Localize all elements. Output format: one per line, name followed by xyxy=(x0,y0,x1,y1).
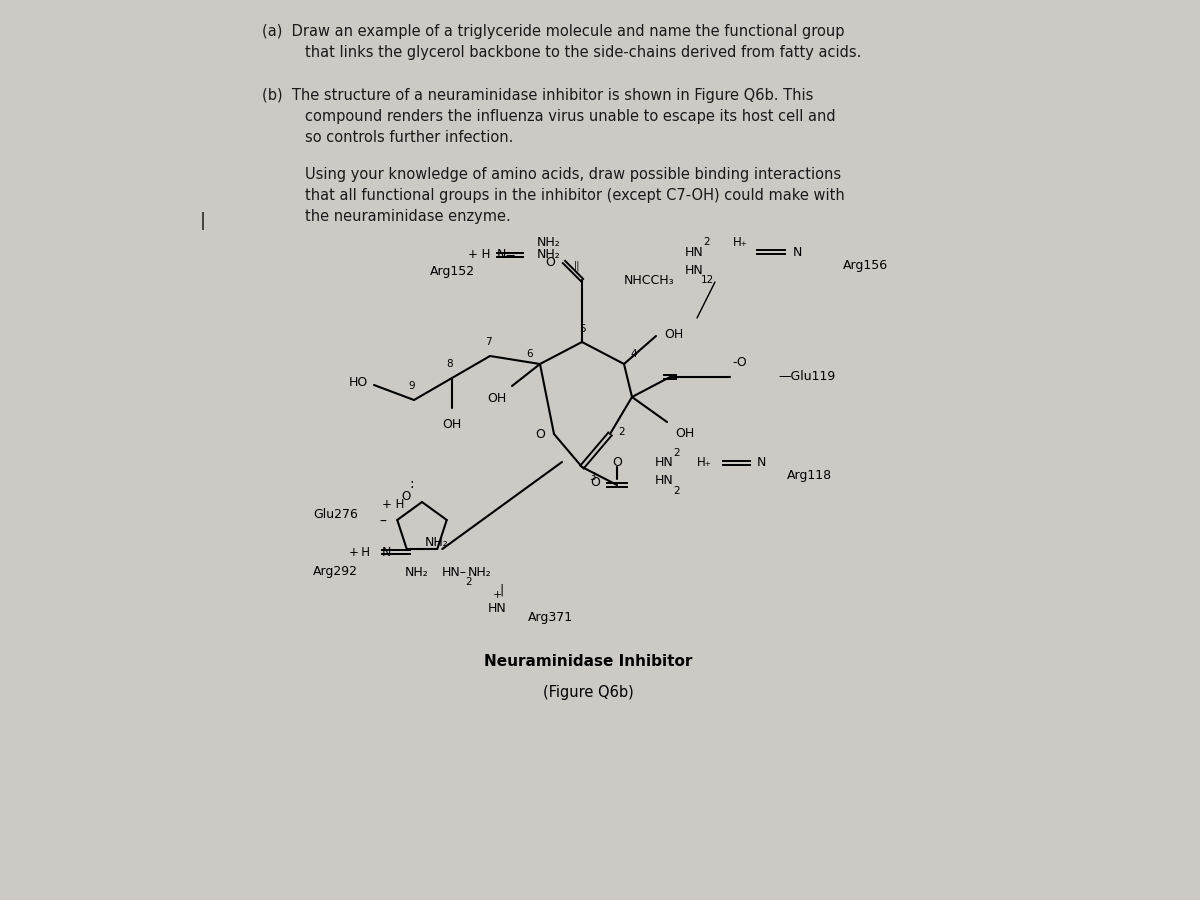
Text: OH: OH xyxy=(664,328,683,340)
Text: 9: 9 xyxy=(409,381,415,391)
Text: HN: HN xyxy=(655,456,673,470)
Text: 3: 3 xyxy=(589,472,595,482)
Text: that links the glycerol backbone to the side-chains derived from fatty acids.: that links the glycerol backbone to the … xyxy=(305,45,862,60)
Text: 8: 8 xyxy=(446,359,454,369)
Text: + H: + H xyxy=(349,545,370,559)
Text: 6: 6 xyxy=(527,349,533,359)
Text: 7: 7 xyxy=(485,337,491,347)
Text: 2: 2 xyxy=(703,237,710,247)
Text: O: O xyxy=(590,476,600,490)
Text: HN: HN xyxy=(685,264,703,276)
Text: 2: 2 xyxy=(619,427,625,437)
Text: N=: N= xyxy=(497,248,517,262)
Text: compound renders the influenza virus unable to escape its host cell and: compound renders the influenza virus una… xyxy=(305,109,835,124)
Text: –: – xyxy=(380,515,386,529)
Text: 2: 2 xyxy=(673,486,680,496)
Text: 2: 2 xyxy=(466,577,472,587)
Text: ||: || xyxy=(574,261,581,271)
Text: Arg118: Arg118 xyxy=(787,469,832,482)
Text: Glu276: Glu276 xyxy=(313,508,358,521)
Text: N=: N= xyxy=(382,545,402,559)
Text: —Glu119: —Glu119 xyxy=(778,370,835,382)
Text: |: | xyxy=(200,212,206,230)
Text: HO: HO xyxy=(349,376,368,390)
Text: NH₂: NH₂ xyxy=(406,565,428,579)
Text: Using your knowledge of amino acids, draw possible binding interactions: Using your knowledge of amino acids, dra… xyxy=(305,167,841,182)
Text: Neuraminidase Inhibitor: Neuraminidase Inhibitor xyxy=(484,654,692,670)
Text: (a)  Draw an example of a triglyceride molecule and name the functional group: (a) Draw an example of a triglyceride mo… xyxy=(262,24,845,39)
Text: Arg371: Arg371 xyxy=(528,611,574,625)
Text: NHCCH₃: NHCCH₃ xyxy=(624,274,674,286)
Text: + H: + H xyxy=(382,499,404,511)
Text: OH: OH xyxy=(487,392,506,405)
Text: NH₂: NH₂ xyxy=(425,536,449,548)
Text: N: N xyxy=(793,246,803,258)
Text: HN: HN xyxy=(655,473,673,487)
Text: 4: 4 xyxy=(631,349,637,359)
Text: O: O xyxy=(401,490,410,502)
Text: -O: -O xyxy=(733,356,748,370)
Text: 12: 12 xyxy=(701,275,714,285)
Text: 2: 2 xyxy=(673,448,680,458)
Text: O: O xyxy=(535,428,545,440)
Text: :: : xyxy=(409,477,414,491)
Text: Arg156: Arg156 xyxy=(842,258,888,272)
Text: that all functional groups in the inhibitor (except C7-OH) could make with: that all functional groups in the inhibi… xyxy=(305,188,845,203)
Text: O: O xyxy=(545,256,554,268)
Text: +: + xyxy=(493,590,502,600)
Text: O: O xyxy=(612,456,622,470)
Text: N: N xyxy=(757,456,767,470)
Text: (Figure Q6b): (Figure Q6b) xyxy=(542,685,634,699)
Text: HN–: HN– xyxy=(442,565,467,579)
Text: + H: + H xyxy=(468,248,490,262)
Text: the neuraminidase enzyme.: the neuraminidase enzyme. xyxy=(305,209,511,224)
Text: Arg292: Arg292 xyxy=(313,565,358,579)
Text: (b)  The structure of a neuraminidase inhibitor is shown in Figure Q6b. This: (b) The structure of a neuraminidase inh… xyxy=(262,88,814,103)
Text: |: | xyxy=(500,583,504,597)
Text: OH: OH xyxy=(443,418,462,431)
Text: H₊: H₊ xyxy=(697,456,712,470)
Text: HN: HN xyxy=(685,246,703,258)
Text: Arg152: Arg152 xyxy=(430,266,475,278)
Text: H₊: H₊ xyxy=(733,236,748,248)
Text: NH₂: NH₂ xyxy=(538,248,560,262)
Text: NH₂: NH₂ xyxy=(468,565,492,579)
Text: so controls further infection.: so controls further infection. xyxy=(305,130,514,145)
Text: OH: OH xyxy=(674,427,695,440)
Text: NH₂: NH₂ xyxy=(538,236,560,248)
Text: 5: 5 xyxy=(578,324,586,334)
Text: HN: HN xyxy=(488,601,506,615)
